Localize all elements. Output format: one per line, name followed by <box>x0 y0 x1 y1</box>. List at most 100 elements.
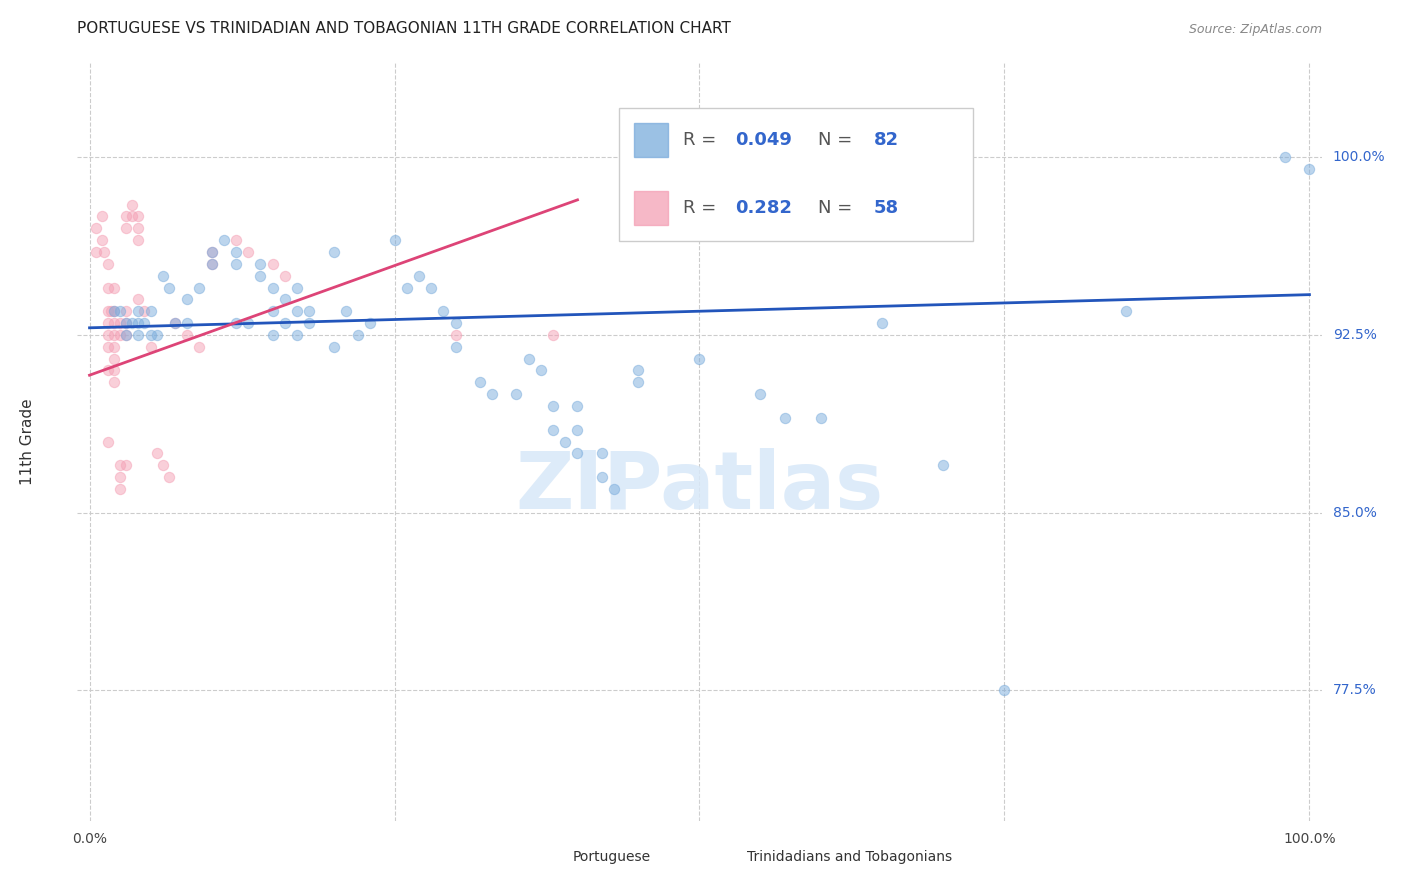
Point <box>273 268 295 283</box>
Point <box>108 482 131 496</box>
Point <box>468 376 491 390</box>
Point <box>530 363 553 377</box>
Point <box>121 316 143 330</box>
Point <box>134 304 156 318</box>
Point <box>115 327 138 342</box>
Point <box>567 423 589 437</box>
Point <box>1274 150 1296 164</box>
Point <box>108 304 131 318</box>
Point <box>134 316 156 330</box>
Point <box>97 316 120 330</box>
Point <box>1115 304 1137 318</box>
Point <box>481 387 503 401</box>
Point <box>188 280 211 294</box>
Point <box>97 257 120 271</box>
Point <box>176 316 198 330</box>
Point <box>103 351 125 366</box>
Point <box>603 482 626 496</box>
Bar <box>700 847 734 868</box>
Point <box>335 304 357 318</box>
Point <box>97 280 120 294</box>
Point <box>103 340 125 354</box>
Point <box>505 387 527 401</box>
Point <box>152 268 174 283</box>
Point <box>121 197 143 211</box>
Point <box>115 316 138 330</box>
Point <box>591 470 613 484</box>
Point <box>103 280 125 294</box>
Bar <box>619 108 973 241</box>
Point <box>541 399 564 413</box>
Point <box>200 244 222 259</box>
Point <box>262 304 284 318</box>
Point <box>444 316 467 330</box>
Point <box>152 458 174 473</box>
Text: PORTUGUESE VS TRINIDADIAN AND TOBAGONIAN 11TH GRADE CORRELATION CHART: PORTUGUESE VS TRINIDADIAN AND TOBAGONIAN… <box>77 21 731 36</box>
Point <box>432 304 454 318</box>
Point <box>84 221 107 235</box>
Point <box>139 304 162 318</box>
Point <box>97 340 120 354</box>
Point <box>115 458 138 473</box>
Text: Trinidadians and Tobagonians: Trinidadians and Tobagonians <box>747 850 952 864</box>
Point <box>262 257 284 271</box>
Point <box>157 470 180 484</box>
Text: Portuguese: Portuguese <box>572 850 651 864</box>
Point <box>100 304 122 318</box>
Text: Source: ZipAtlas.com: Source: ZipAtlas.com <box>1188 23 1322 36</box>
Bar <box>526 847 560 868</box>
Point <box>395 280 418 294</box>
Point <box>90 210 112 224</box>
Point <box>225 257 247 271</box>
Point <box>90 233 112 247</box>
Point <box>108 470 131 484</box>
Text: 0.0%: 0.0% <box>72 832 107 847</box>
Point <box>749 387 772 401</box>
Point <box>93 244 115 259</box>
Point <box>139 340 162 354</box>
Point <box>176 327 198 342</box>
Text: 0.282: 0.282 <box>735 200 793 218</box>
Point <box>627 363 650 377</box>
Point <box>249 257 271 271</box>
Point <box>554 434 576 449</box>
Point <box>127 210 149 224</box>
Point <box>249 268 271 283</box>
Point <box>810 410 832 425</box>
Text: ZIPatlas: ZIPatlas <box>516 448 883 526</box>
Point <box>225 244 247 259</box>
Text: 77.5%: 77.5% <box>1333 683 1376 698</box>
Point <box>103 304 125 318</box>
Point <box>225 316 247 330</box>
Point <box>200 257 222 271</box>
Point <box>420 280 443 294</box>
Point <box>97 363 120 377</box>
Point <box>444 340 467 354</box>
Point <box>298 304 321 318</box>
Point <box>285 304 308 318</box>
Point <box>298 316 321 330</box>
Text: 92.5%: 92.5% <box>1333 328 1376 342</box>
Point <box>127 327 149 342</box>
Point <box>872 316 894 330</box>
Point <box>84 244 107 259</box>
Point <box>108 327 131 342</box>
Point <box>285 280 308 294</box>
Text: 100.0%: 100.0% <box>1333 150 1385 164</box>
Point <box>157 280 180 294</box>
Point <box>108 316 131 330</box>
Text: 100.0%: 100.0% <box>1284 832 1336 847</box>
Text: 85.0%: 85.0% <box>1333 506 1376 520</box>
Point <box>121 210 143 224</box>
Point <box>115 327 138 342</box>
Point <box>322 340 344 354</box>
Point <box>115 316 138 330</box>
Point <box>444 327 467 342</box>
Point <box>145 446 167 460</box>
Point <box>103 316 125 330</box>
Point <box>200 257 222 271</box>
Text: 82: 82 <box>873 131 898 149</box>
Point <box>567 399 589 413</box>
Text: 58: 58 <box>873 200 898 218</box>
Point <box>541 327 564 342</box>
